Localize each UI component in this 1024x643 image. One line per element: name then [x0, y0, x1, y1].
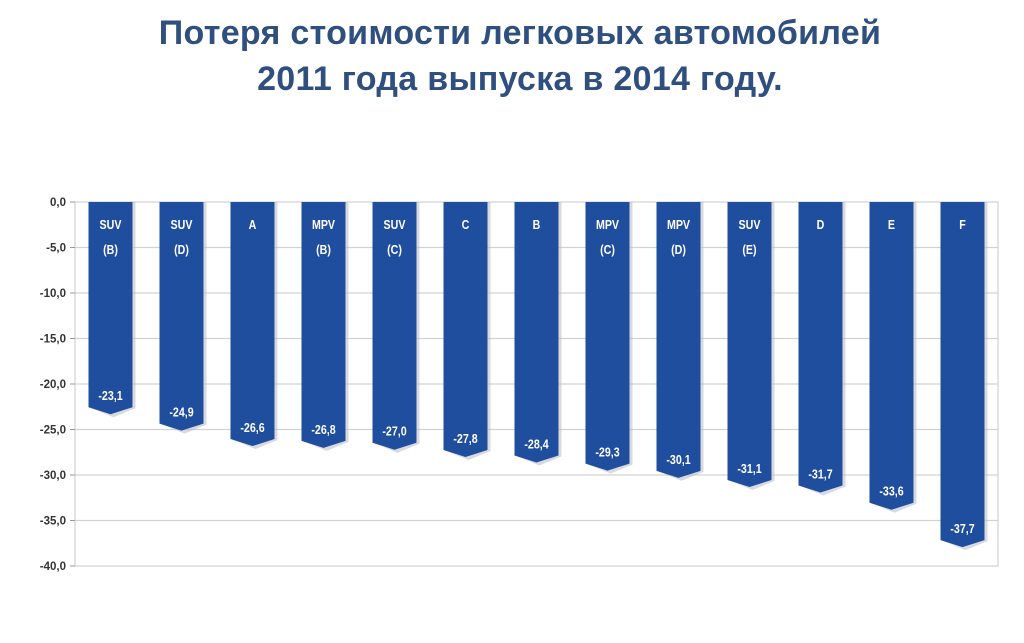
bar-value-label: -30,1	[666, 452, 691, 467]
bar-category-label: C	[462, 217, 470, 232]
bar	[514, 202, 559, 463]
bar-category-label: SUV	[739, 217, 761, 232]
bar-category-label: (D)	[174, 242, 189, 257]
bar-category-label: D	[817, 217, 825, 232]
bar-category-label: B	[533, 217, 541, 232]
bar-category-label: SUV	[171, 217, 193, 232]
bar-value-label: -23,1	[98, 388, 123, 403]
y-tick-label: -25,0	[40, 425, 66, 437]
bar-value-label: -37,7	[950, 521, 975, 536]
bar-value-label: -33,6	[879, 484, 904, 499]
bar-value-label: -27,8	[453, 431, 478, 446]
bar-category-label: MPV	[667, 217, 690, 232]
bar-category-label: MPV	[312, 217, 335, 232]
y-tick-label: -20,0	[40, 379, 66, 391]
bar-value-label: -26,8	[311, 422, 336, 437]
bar-category-label: (B)	[103, 242, 118, 257]
y-tick-label: -30,0	[40, 470, 66, 482]
bar-category-label: (E)	[742, 242, 756, 257]
bar-category-label: MPV	[596, 217, 619, 232]
bar	[656, 202, 701, 478]
bar-category-label: SUV	[384, 217, 406, 232]
bar-value-label: -31,7	[808, 466, 833, 481]
bar-category-label: SUV	[100, 217, 122, 232]
bar	[372, 202, 417, 450]
y-tick-label: -15,0	[40, 334, 66, 346]
bar-value-label: -24,9	[169, 405, 194, 420]
bar-category-label: (C)	[600, 242, 615, 257]
bar-category-label: (D)	[671, 242, 686, 257]
y-tick-label: -5,0	[46, 243, 66, 255]
y-tick-label: -40,0	[40, 561, 66, 573]
bar	[727, 202, 772, 488]
y-tick-label: -35,0	[40, 516, 66, 528]
bar-category-label: (B)	[316, 242, 331, 257]
bar-value-label: -28,4	[524, 436, 549, 451]
bar-value-label: -29,3	[595, 445, 620, 460]
bar-category-label: (C)	[387, 242, 402, 257]
bar-value-label: -27,0	[382, 424, 407, 439]
bar	[159, 202, 204, 431]
chart-title-line-1: Потеря стоимости легковых автомобилей	[158, 14, 882, 52]
bar	[443, 202, 488, 457]
chart-title-line-2: 2011 года выпуска в 2014 году.	[257, 60, 783, 98]
bar-category-label: F	[959, 217, 966, 232]
bar	[869, 202, 914, 510]
bar	[230, 202, 275, 447]
y-tick-label: 0,0	[50, 197, 66, 209]
chart-title: Потеря стоимости легковых автомобилей 20…	[0, 10, 1024, 102]
y-tick-label: -10,0	[40, 288, 66, 300]
bar	[585, 202, 630, 471]
bar-category-label: A	[249, 217, 257, 232]
bar-value-label: -31,1	[737, 461, 762, 476]
bar-category-label: E	[888, 217, 895, 232]
bar-value-label: -26,6	[240, 420, 265, 435]
bar	[798, 202, 843, 493]
bar	[88, 202, 133, 415]
bar	[301, 202, 346, 448]
bar	[940, 202, 985, 548]
